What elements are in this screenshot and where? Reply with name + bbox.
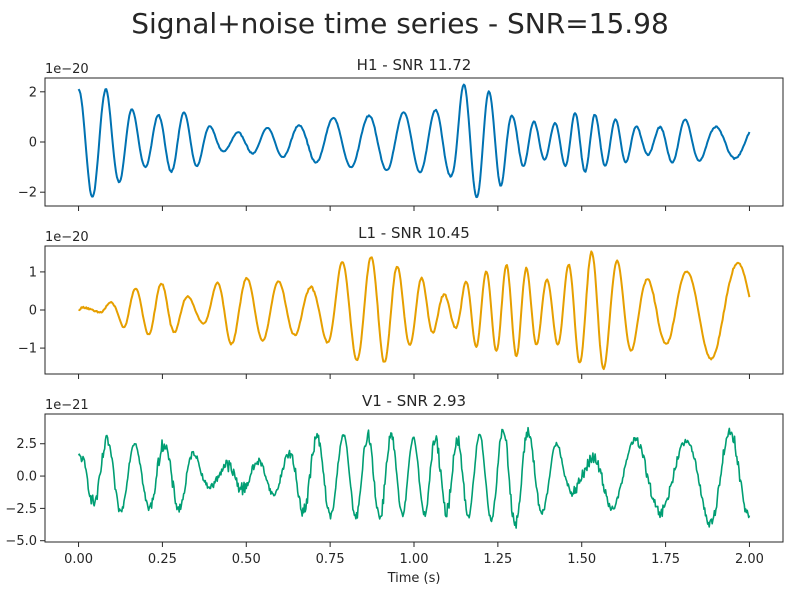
panel-title: H1 - SNR 11.72 — [357, 56, 472, 74]
axes-frame — [44, 77, 784, 207]
x-tick-label: 1.25 — [483, 552, 512, 567]
series-line — [77, 83, 751, 199]
y-tick-label: −2 — [18, 186, 37, 201]
panel-title: V1 - SNR 2.93 — [362, 392, 466, 410]
series-line — [78, 250, 751, 371]
x-tick-label: 1.00 — [400, 552, 429, 567]
series-line — [77, 426, 751, 529]
y-tick-label: 1 — [29, 265, 37, 280]
panel-2: L1 - SNR 10.45 1e−20 −1 0 1 — [18, 224, 784, 379]
x-tick-label: 2.00 — [735, 552, 764, 567]
x-tick-label: 0.25 — [148, 552, 177, 567]
x-tick-label: 1.75 — [651, 552, 680, 567]
axes-frame — [44, 413, 784, 543]
x-axis-label: Time (s) — [387, 571, 441, 586]
x-tick-label: 0.75 — [316, 552, 345, 567]
y-tick-label: 2 — [29, 85, 37, 100]
x-tick-label: 0.50 — [232, 552, 261, 567]
y-offset-label: 1e−20 — [45, 230, 89, 245]
y-tick-label: −2.5 — [5, 502, 37, 517]
panels: H1 - SNR 11.72 1e−20 −2 0 2 L1 - SNR 10.45 1e−… — [5, 56, 784, 586]
y-offset-label: 1e−21 — [45, 398, 89, 413]
axes-frame — [44, 245, 784, 375]
y-tick-label: 0 — [29, 136, 37, 151]
panel-title: L1 - SNR 10.45 — [358, 224, 470, 242]
y-tick-label: −1 — [18, 342, 37, 357]
panel-3: V1 - SNR 2.93 1e−21 −5.0 −2.5 0.0 2.5 0.00 0.25… — [5, 392, 784, 586]
y-offset-label: 1e−20 — [45, 62, 89, 77]
figure-title: Signal+noise time series - SNR=15.98 — [131, 7, 669, 40]
y-tick-label: 0 — [29, 304, 37, 319]
x-tick-label: 1.50 — [567, 552, 596, 567]
y-tick-label: −5.0 — [5, 534, 37, 549]
panel-1: H1 - SNR 11.72 1e−20 −2 0 2 — [18, 56, 784, 211]
y-tick-label: 2.5 — [16, 437, 37, 452]
x-tick-label: 0.00 — [64, 552, 93, 567]
y-tick-label: 0.0 — [16, 470, 37, 485]
